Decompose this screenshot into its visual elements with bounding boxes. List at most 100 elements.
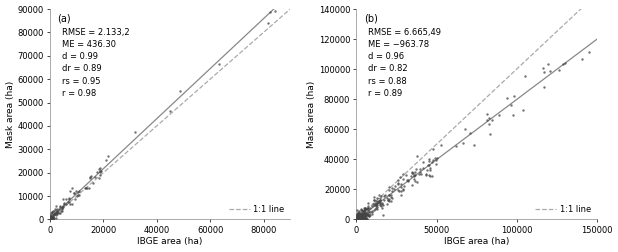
Point <box>352 213 362 217</box>
Point <box>506 103 516 107</box>
Point <box>85 176 95 180</box>
Point <box>352 217 362 222</box>
Point <box>543 62 552 67</box>
Point <box>362 213 372 217</box>
Point <box>352 217 362 222</box>
Point <box>354 217 364 222</box>
Point <box>386 193 396 197</box>
Point <box>46 217 56 222</box>
Point <box>360 209 370 213</box>
Point <box>352 216 362 220</box>
Point <box>355 217 365 222</box>
Point <box>378 213 388 217</box>
Point <box>352 217 362 222</box>
Text: RMSE = 2.133,2
ME = 436.30
d = 0.99
dr = 0.89
rs = 0.95
r = 0.98: RMSE = 2.133,2 ME = 436.30 d = 0.99 dr =… <box>62 28 130 98</box>
Point <box>368 203 378 207</box>
Point <box>46 216 56 220</box>
Point <box>483 112 493 116</box>
Point <box>359 213 369 217</box>
Point <box>48 215 57 219</box>
Point <box>355 216 365 220</box>
Point <box>45 216 55 220</box>
Point <box>353 217 363 222</box>
Point <box>49 216 59 220</box>
Point <box>364 214 374 218</box>
Point <box>365 211 375 215</box>
Point <box>46 210 56 214</box>
Point <box>365 214 375 218</box>
Point <box>355 214 365 218</box>
Point <box>361 213 371 217</box>
Point <box>358 217 368 222</box>
Point <box>424 163 434 167</box>
Point <box>46 217 56 222</box>
Point <box>46 213 56 217</box>
Point <box>53 210 62 214</box>
Point <box>359 214 369 218</box>
Point <box>65 202 75 206</box>
Point <box>57 207 67 211</box>
Point <box>45 217 55 222</box>
Point <box>353 217 363 221</box>
Point <box>365 213 375 217</box>
Point <box>370 201 380 205</box>
Point <box>268 0 277 4</box>
Point <box>353 217 363 221</box>
Point <box>95 166 104 170</box>
Point <box>354 217 364 221</box>
Point <box>356 217 366 222</box>
Point <box>46 211 56 215</box>
Point <box>48 215 58 219</box>
Point <box>360 206 370 210</box>
Point <box>431 162 441 166</box>
Point <box>363 201 373 205</box>
Point <box>48 217 58 222</box>
Point <box>362 206 372 210</box>
Point <box>362 215 371 219</box>
Point <box>46 216 56 220</box>
Point <box>355 212 365 216</box>
Point <box>387 189 397 193</box>
Point <box>46 217 56 221</box>
Point <box>101 158 111 162</box>
Point <box>360 211 370 215</box>
Point <box>64 200 74 204</box>
Point <box>354 215 364 219</box>
Point <box>409 173 419 177</box>
Point <box>367 209 377 213</box>
Point <box>61 197 71 201</box>
Point <box>95 169 104 173</box>
Point <box>352 217 362 221</box>
Point <box>271 3 281 7</box>
Point <box>403 178 413 182</box>
Point <box>375 196 384 200</box>
Point <box>352 217 362 222</box>
Point <box>375 202 385 206</box>
Point <box>379 194 389 198</box>
Text: RMSE = 6.665,49
ME = −963.78
d = 0.96
dr = 0.82
rs = 0.88
r = 0.89: RMSE = 6.665,49 ME = −963.78 d = 0.96 dr… <box>368 28 441 98</box>
Point <box>377 206 387 210</box>
Point <box>558 62 568 66</box>
Point <box>355 213 365 217</box>
Point <box>387 186 397 190</box>
Point <box>363 212 373 216</box>
Point <box>357 217 367 222</box>
Point <box>376 204 386 208</box>
Point <box>359 217 369 222</box>
Point <box>396 182 406 186</box>
Point <box>357 208 367 212</box>
Y-axis label: Mask area (ha): Mask area (ha) <box>6 81 15 148</box>
Point <box>554 68 564 72</box>
Point <box>370 207 380 211</box>
Point <box>360 217 370 222</box>
Point <box>355 211 365 215</box>
Point <box>57 206 67 210</box>
Point <box>353 214 363 218</box>
Point <box>354 214 364 218</box>
Point <box>380 193 390 197</box>
Point <box>421 173 431 177</box>
Point <box>415 167 425 171</box>
Point <box>90 175 100 179</box>
Point <box>214 62 224 66</box>
Point <box>53 210 62 214</box>
